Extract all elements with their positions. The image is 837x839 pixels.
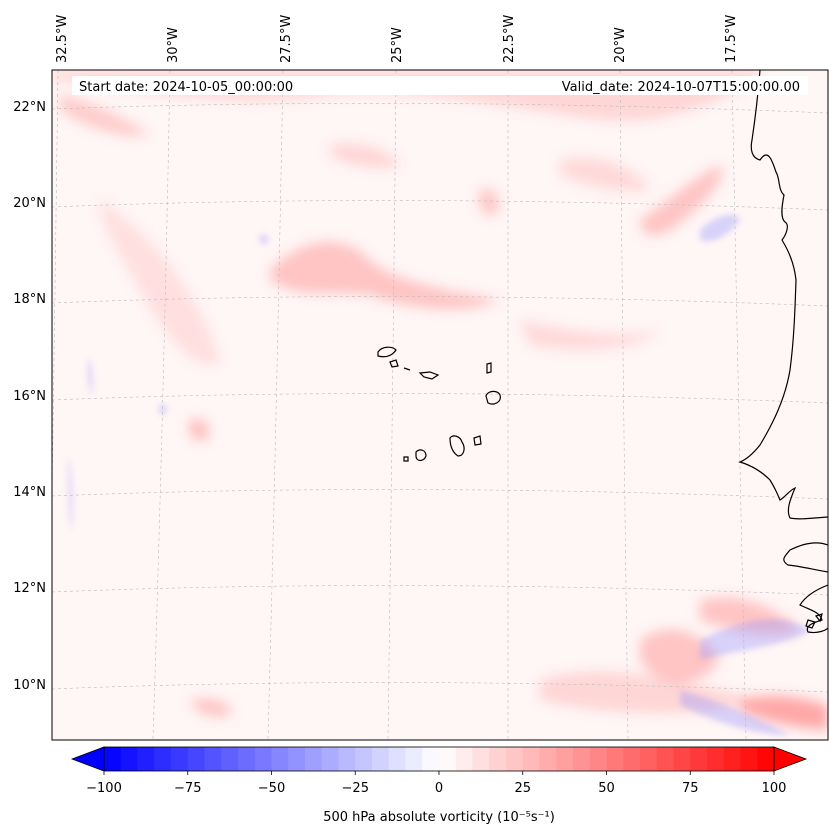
island-maio — [473, 435, 482, 446]
colorbar-tick-label: 50 — [598, 781, 615, 796]
guinea-coastline — [799, 584, 828, 634]
colorbar-segment — [707, 747, 725, 771]
colorbar-segment — [723, 747, 742, 771]
colorbar-tick-label: −25 — [342, 781, 369, 796]
colorbar-tick-label: −100 — [86, 781, 122, 796]
colorbar-segment — [606, 747, 624, 771]
island-santo-antao — [377, 346, 397, 358]
colorbar-segment — [372, 747, 390, 771]
lon-label: 20°W — [613, 27, 628, 63]
island-sao-vicente — [389, 359, 399, 368]
colorbar-segment — [740, 747, 758, 771]
lat-label: 18°N — [13, 292, 46, 307]
colorbar-segment — [573, 747, 591, 771]
lon-label: 17.5°W — [724, 15, 739, 63]
colorbar-tick-label: −75 — [174, 781, 201, 796]
colorbar-tick-label: −50 — [258, 781, 285, 796]
colorbar-ticks — [103, 771, 775, 775]
bijagos-islands — [805, 613, 823, 629]
colorbar-segment — [472, 747, 490, 771]
island-santiago — [449, 435, 465, 457]
colorbar-segment — [204, 747, 222, 771]
vorticity-field-negative — [67, 214, 810, 735]
coastline — [738, 70, 828, 634]
lon-label: 25°W — [390, 27, 405, 63]
colorbar-segment — [338, 747, 356, 771]
island-sal — [486, 362, 492, 374]
start-date-label: Start date: 2024-10-05_00:00:00 — [79, 80, 293, 95]
colorbar-segment — [187, 747, 206, 771]
island-boa-vista — [485, 390, 501, 405]
colorbar-segment — [288, 747, 306, 771]
colorbar-segments — [104, 747, 775, 771]
colorbar-tick-label: 0 — [435, 781, 443, 796]
colorbar-segment — [623, 747, 641, 771]
latitude-labels: 22°N 20°N 18°N 16°N 14°N 12°N 10°N — [13, 100, 46, 693]
colorbar-segment — [271, 747, 289, 771]
colorbar-low-extension — [70, 746, 105, 772]
lat-label: 22°N — [13, 100, 46, 115]
colorbar-segment — [154, 747, 172, 771]
lon-label: 32.5°W — [55, 15, 70, 63]
colorbar-segment — [640, 747, 658, 771]
lat-label: 16°N — [13, 389, 46, 404]
colorbar-segment — [489, 747, 507, 771]
colorbar-segment — [556, 747, 574, 771]
colorbar-tick-label: 100 — [762, 781, 787, 796]
valid-date-label: Valid_date: 2024-10-07T15:00:00.00 — [562, 80, 800, 95]
west-africa-coastline — [738, 70, 828, 520]
colorbar-segment — [104, 747, 122, 771]
colorbar-segment — [522, 747, 541, 771]
island-sao-nicolau — [418, 371, 440, 380]
lat-label: 12°N — [13, 581, 46, 596]
colorbar-segment — [305, 747, 323, 771]
colorbar-label: 500 hPa absolute vorticity (10⁻⁵s⁻¹) — [323, 810, 555, 825]
lon-label: 30°W — [166, 27, 181, 63]
colorbar-tick-label: 25 — [514, 781, 531, 796]
colorbar-segment — [171, 747, 189, 771]
colorbar-segment — [455, 747, 474, 771]
header-box — [72, 76, 808, 95]
colorbar-tick-labels: −100 −75 −50 −25 0 25 50 75 100 — [86, 781, 786, 796]
colorbar-segment — [422, 747, 440, 771]
guinea-bissau-coastline — [783, 542, 828, 573]
colorbar-segment — [757, 747, 775, 771]
island-brava — [403, 456, 409, 462]
colorbar-segment — [673, 747, 691, 771]
lat-label: 20°N — [13, 196, 46, 211]
colorbar-segment — [238, 747, 256, 771]
lon-label: 27.5°W — [279, 15, 294, 63]
colorbar-high-extension — [773, 746, 808, 772]
lat-label: 10°N — [13, 678, 46, 693]
colorbar-segment — [439, 747, 457, 771]
colorbar-segment — [589, 747, 608, 771]
longitude-labels: 32.5°W 30°W 27.5°W 25°W 22.5°W 20°W 17.5… — [55, 15, 739, 63]
colorbar-segment — [656, 747, 675, 771]
colorbar-tick-label: 75 — [682, 781, 699, 796]
colorbar-segment — [506, 747, 524, 771]
colorbar-segment — [388, 747, 407, 771]
island-santa-luzia — [403, 367, 411, 371]
colorbar-segment — [137, 747, 155, 771]
colorbar-segment — [690, 747, 708, 771]
colorbar-segment — [539, 747, 557, 771]
island-fogo — [415, 449, 427, 462]
map-frame — [51, 69, 829, 741]
colorbar: −100 −75 −50 −25 0 25 50 75 100 500 hPa … — [70, 746, 808, 825]
colorbar-segment — [355, 747, 373, 771]
cape-verde-islands — [377, 346, 501, 462]
colorbar-segment — [221, 747, 239, 771]
colorbar-segment — [321, 747, 340, 771]
map-panel — [52, 70, 828, 740]
graticule — [52, 70, 828, 740]
colorbar-segment — [254, 747, 273, 771]
colorbar-segment — [405, 747, 423, 771]
colorbar-segment — [120, 747, 139, 771]
lat-label: 14°N — [13, 485, 46, 500]
lon-label: 22.5°W — [502, 15, 517, 63]
